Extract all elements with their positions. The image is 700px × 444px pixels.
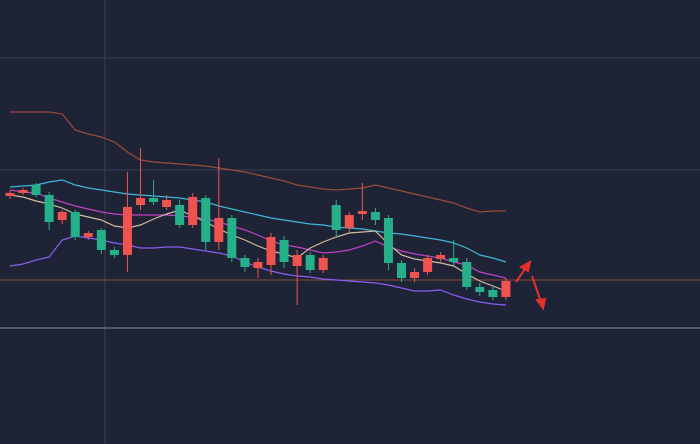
indicator-line bbox=[10, 111, 506, 213]
candle-body bbox=[423, 258, 433, 272]
arrow-head bbox=[535, 297, 547, 311]
candle-body bbox=[201, 198, 211, 242]
candle-body bbox=[475, 287, 485, 292]
candle-body bbox=[83, 233, 93, 237]
candle-body bbox=[501, 281, 511, 297]
arrow-down bbox=[531, 275, 542, 303]
candle-body bbox=[318, 258, 328, 270]
candle-body bbox=[449, 258, 459, 262]
arrows bbox=[515, 260, 547, 311]
candle-body bbox=[18, 190, 28, 193]
candle-body bbox=[292, 255, 302, 266]
arrow-head bbox=[518, 260, 532, 273]
candle-body bbox=[57, 212, 67, 220]
candle-body bbox=[188, 197, 198, 225]
candle-body bbox=[70, 212, 80, 237]
candle-body bbox=[383, 218, 393, 263]
candle-body bbox=[96, 230, 106, 250]
candle-body bbox=[488, 290, 498, 297]
candle-body bbox=[44, 195, 54, 222]
candle-body bbox=[122, 207, 132, 255]
candle-body bbox=[175, 205, 185, 225]
candle-body bbox=[331, 205, 341, 230]
candle-body bbox=[462, 262, 472, 287]
candle-body bbox=[109, 250, 119, 255]
candle-body bbox=[240, 258, 250, 267]
candle-body bbox=[227, 218, 237, 258]
indicator-line bbox=[9, 179, 507, 263]
candle-body bbox=[370, 212, 380, 220]
candle-body bbox=[149, 198, 159, 202]
candle-body bbox=[305, 255, 315, 270]
candle-body bbox=[5, 193, 15, 196]
candle-body bbox=[31, 185, 41, 195]
candle-body bbox=[162, 200, 172, 207]
candle-body bbox=[279, 240, 289, 262]
candle-body bbox=[253, 262, 263, 268]
candle-body bbox=[397, 263, 406, 278]
candle-body bbox=[266, 237, 276, 265]
candle-body bbox=[436, 255, 446, 259]
candle-body bbox=[357, 211, 367, 214]
candle-body bbox=[136, 198, 145, 205]
candle-body bbox=[214, 218, 224, 242]
candle-body bbox=[410, 272, 420, 278]
indicator-line bbox=[9, 189, 507, 279]
candle-body bbox=[344, 215, 354, 228]
